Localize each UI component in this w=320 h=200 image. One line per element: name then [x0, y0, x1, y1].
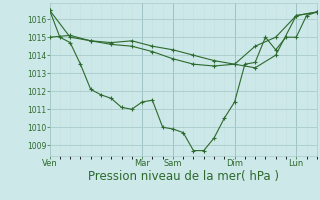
X-axis label: Pression niveau de la mer( hPa ): Pression niveau de la mer( hPa ) — [88, 170, 279, 183]
